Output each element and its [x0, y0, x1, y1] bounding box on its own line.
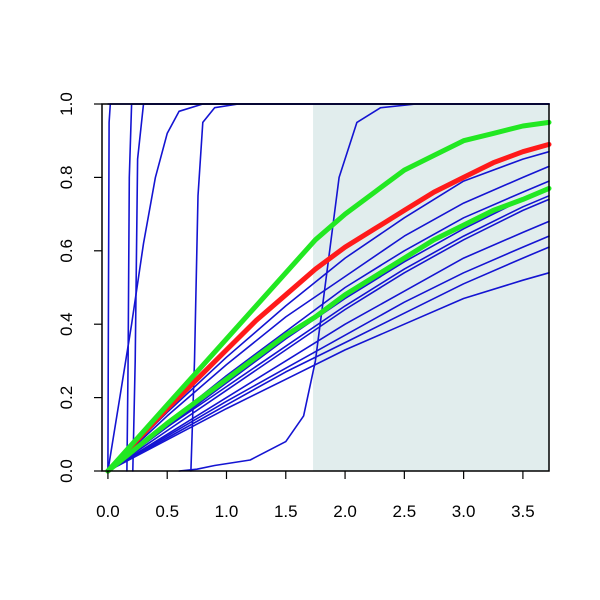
plot-frame [101, 103, 550, 472]
x-tick-label: 2.0 [333, 502, 357, 521]
x-axis: 0.0 0.5 1.0 1.5 2.0 2.5 3.0 3.5 [96, 471, 535, 521]
blue-series-line-13 [107, 235, 550, 472]
y-tick-label: 0.8 [57, 166, 76, 190]
blue-series-line-14 [107, 246, 550, 472]
y-tick-label: 0.6 [57, 239, 76, 263]
y-axis: 0.0 0.2 0.4 0.6 0.8 1.0 [57, 92, 102, 483]
blue-series-line-15 [107, 271, 550, 472]
y-tick-label: 0.2 [57, 386, 76, 410]
blue-series-line-6 [178, 103, 550, 472]
green-series-line-19 [105, 185, 552, 474]
x-tick-label: 0.0 [96, 502, 120, 521]
blue-series-line-7 [107, 150, 550, 472]
blue-series-line-12 [107, 220, 550, 472]
blue-series-line-8 [107, 165, 550, 472]
blue-series-line-16 [107, 195, 550, 472]
series-layer [105, 103, 552, 474]
blue-series-line-11 [107, 198, 550, 472]
green-series-line-18 [105, 119, 552, 474]
x-tick-label: 1.0 [215, 502, 239, 521]
blue-series-line-4 [107, 103, 550, 472]
red-series-line-17 [105, 141, 552, 474]
x-tick-label: 2.5 [393, 502, 417, 521]
x-tick-label: 3.0 [452, 502, 476, 521]
x-tick-label: 3.5 [511, 502, 535, 521]
x-tick-label: 1.5 [274, 502, 298, 521]
y-tick-label: 1.0 [57, 92, 76, 116]
y-tick-label: 0.4 [57, 312, 76, 336]
y-tick-label: 0.0 [57, 459, 76, 483]
x-tick-label: 0.5 [155, 502, 179, 521]
